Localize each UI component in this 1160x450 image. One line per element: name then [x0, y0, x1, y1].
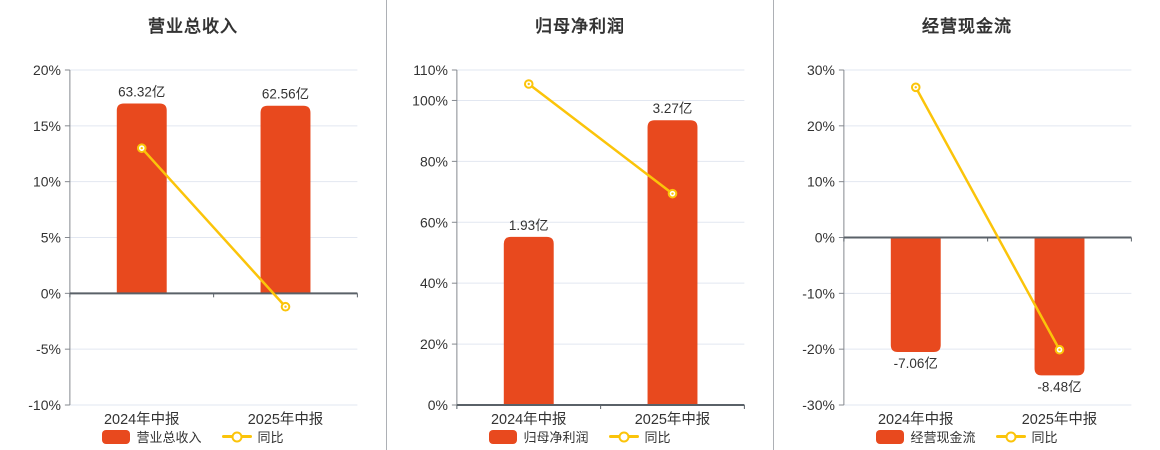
panel-net-profit: 归母净利润 110% 100% 80% 60% 40% 20% 0% 1.93亿 3.27亿 20… [386, 0, 773, 450]
yoy-marker-dot [527, 82, 530, 86]
net-profit-bar-2024年中报[interactable] [503, 236, 554, 405]
yoy-ring-icon [618, 431, 629, 442]
bar-series-label: 经营现金流 [910, 430, 976, 445]
legend-item-yoy-series[interactable]: 同比 [995, 427, 1058, 446]
yoy-marker-dot [671, 192, 674, 195]
y-tick-label: -10% [802, 285, 835, 301]
x-category-label-1: 2025年中报 [248, 411, 324, 428]
bar-series-label: 归母净利润 [523, 430, 589, 445]
y-tick-label: 0% [428, 397, 448, 413]
net-profit-value-label-1: 3.27亿 [653, 101, 693, 116]
y-tick-label: 30% [807, 62, 835, 78]
y-tick-label: -30% [802, 397, 835, 413]
y-tick-label: -20% [802, 341, 835, 357]
x-category-label-0: 2024年中报 [104, 411, 180, 428]
bar-series-swatch-icon [489, 429, 518, 444]
chart-legend-cash-flow: 经营现金流 同比 [774, 427, 1160, 446]
yoy-line [527, 82, 674, 195]
y-tick-label: 10% [33, 174, 61, 190]
y-tick-label: 0% [41, 285, 61, 301]
yoy-line [914, 86, 1061, 351]
y-tick-label: 100% [412, 92, 448, 108]
y-tick-label: 5% [41, 229, 61, 245]
yoy-series-label: 同比 [257, 430, 284, 445]
y-tick-label: 20% [420, 336, 448, 352]
yoy-marker-dot [284, 305, 287, 308]
y-tick-label: 80% [420, 153, 448, 169]
x-category-label-0: 2024年中报 [878, 411, 954, 428]
chart-title-net-profit: 归母净利润 [535, 17, 625, 36]
revenue-bar-2024年中报[interactable] [116, 103, 167, 294]
chart-legend-net-profit: 归母净利润 同比 [387, 427, 773, 446]
yoy-marker-dot [1058, 348, 1061, 351]
yoy-series-label: 同比 [1031, 430, 1058, 445]
x-category-label-1: 2025年中报 [635, 411, 711, 428]
panel-cash-flow: 经营现金流 30% 20% 10% 0% -10% -20% -30% -7.06亿 -8.48… [773, 0, 1160, 450]
y-tick-label: 10% [807, 174, 835, 190]
revenue-value-label-1: 62.56亿 [262, 87, 309, 102]
legend-item-bar-series[interactable]: 营业总收入 [102, 427, 202, 446]
yoy-series-marker-icon [608, 430, 639, 444]
cash-flow-chart: 30% 20% 10% 0% -10% -20% -30% -7.06亿 -8.48亿 2024年… [802, 62, 1132, 428]
y-tick-label: 15% [33, 118, 61, 134]
yoy-ring-icon [231, 431, 242, 442]
x-category-label-1: 2025年中报 [1022, 411, 1098, 428]
cash-flow-value-label-1: -8.48亿 [1037, 379, 1081, 394]
bar-series-swatch-icon [876, 429, 905, 444]
y-tick-label: 0% [815, 229, 835, 245]
panel-revenue: 营业总收入 20% 15% 10% 5% 0% -5% -10% 63.32亿 62.56亿 20… [0, 0, 386, 450]
y-tick-label: -5% [36, 341, 61, 357]
y-tick-label: 20% [807, 118, 835, 134]
legend-item-bar-series[interactable]: 经营现金流 [876, 427, 976, 446]
y-tick-label: 110% [413, 62, 448, 78]
cash-flow-bar-2024年中报[interactable] [890, 237, 941, 352]
yoy-line [140, 146, 287, 308]
chart-title-revenue: 营业总收入 [148, 17, 238, 36]
yoy-marker-dot [140, 146, 143, 150]
chart-legend-revenue: 营业总收入 同比 [0, 427, 386, 446]
revenue-chart: 20% 15% 10% 5% 0% -5% -10% 63.32亿 62.56亿 2024年中报 2… [28, 62, 358, 428]
legend-item-bar-series[interactable]: 归母净利润 [489, 427, 589, 446]
net-profit-bar-2025年中报[interactable] [647, 120, 698, 405]
net-profit-chart: 110% 100% 80% 60% 40% 20% 0% 1.93亿 3.27亿 2024年中报 2… [412, 62, 745, 428]
bar-series-label: 营业总收入 [136, 430, 202, 445]
chart-title-cash-flow: 经营现金流 [922, 17, 1012, 36]
revenue-value-label-0: 63.32亿 [118, 84, 165, 99]
x-category-label-0: 2024年中报 [491, 411, 567, 428]
revenue-bar-2025年中报[interactable] [260, 105, 311, 294]
y-tick-label: 20% [33, 62, 61, 78]
legend-item-yoy-series[interactable]: 同比 [608, 427, 671, 446]
bar-series-swatch-icon [102, 429, 131, 444]
y-tick-label: -10% [28, 397, 61, 413]
yoy-series-label: 同比 [644, 430, 671, 445]
y-tick-label: 60% [420, 214, 448, 230]
y-tick-label: 40% [420, 275, 448, 291]
yoy-marker-dot [914, 86, 917, 89]
yoy-series-marker-icon [995, 430, 1026, 444]
net-profit-value-label-0: 1.93亿 [509, 218, 549, 233]
yoy-series-marker-icon [221, 430, 252, 444]
cash-flow-value-label-0: -7.06亿 [894, 356, 938, 371]
cash-flow-bar-2025年中报[interactable] [1034, 237, 1085, 376]
legend-item-yoy-series[interactable]: 同比 [221, 427, 284, 446]
yoy-ring-icon [1005, 431, 1016, 442]
